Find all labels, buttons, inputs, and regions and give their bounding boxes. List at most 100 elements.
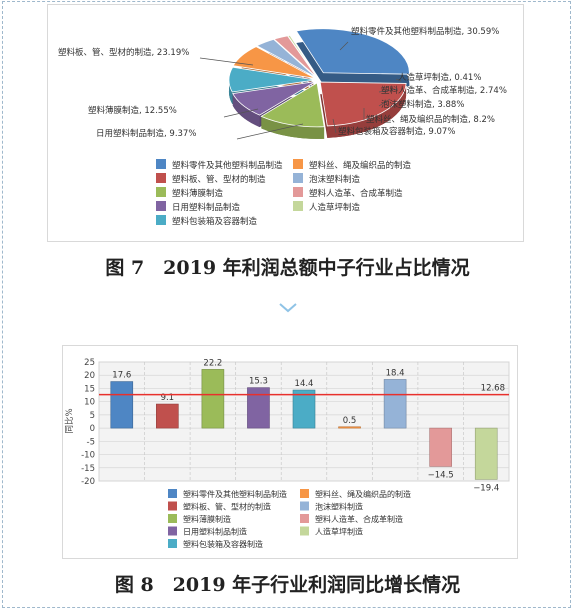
y-tick-label: 5 <box>90 411 95 421</box>
bar-value-label: 0.5 <box>343 416 357 426</box>
legend-label: 泡沫塑料制造 <box>315 502 363 512</box>
y-tick-label: -15 <box>81 464 95 474</box>
legend-swatch <box>168 539 177 548</box>
legend-swatch <box>300 501 309 511</box>
legend-swatch <box>168 489 177 498</box>
pie-slice-label: 塑料人造革、合成革制造, 2.74% <box>381 85 507 96</box>
legend-label: 人造草坪制造 <box>309 202 361 213</box>
bar <box>292 389 316 429</box>
legend-swatch <box>168 526 177 536</box>
chevron-down-icon <box>279 303 297 313</box>
legend-swatch <box>168 501 177 511</box>
bar-chart: 25 20 15 10 5 0 -5 -10 -15 -20 同比% 17.6 9.1 22.2 15.3 1… <box>64 358 510 549</box>
y-tick-label: -10 <box>81 451 95 461</box>
pie-slice <box>232 46 316 79</box>
bar-value-label: 22.2 <box>203 358 222 368</box>
legend-swatch <box>156 187 166 197</box>
pie-slice-label: 塑料薄膜制造, 12.55% <box>88 105 177 116</box>
legend-swatch <box>156 215 166 225</box>
bar <box>156 403 179 429</box>
pie-slice-rim <box>229 79 233 104</box>
legend-label: 塑料包装箱及容器制造 <box>172 216 258 227</box>
bar <box>110 381 134 429</box>
legend-label: 塑料人造革、合成革制造 <box>315 514 403 524</box>
legend-label: 塑料丝、绳及编织品的制造 <box>315 489 411 499</box>
y-tick-label: -20 <box>81 477 95 487</box>
legend-label: 日用塑料制品制造 <box>183 527 247 537</box>
bar-value-label: 17.6 <box>112 371 131 381</box>
pie-slice <box>260 82 325 128</box>
legend-label: 塑料零件及其他塑料制品制造 <box>172 160 283 171</box>
pie-slice-rim <box>232 93 260 128</box>
legend-swatch <box>300 514 309 523</box>
y-tick-label: 10 <box>84 398 95 408</box>
bar-chart-panel: 25 20 15 10 5 0 -5 -10 -15 -20 同比% 17.6 9.1 22.2 15.3 1… <box>62 345 518 559</box>
bar-value-label: 14.4 <box>295 379 314 389</box>
pie-slice-label: 塑料板、管、型材的制造, 23.19% <box>58 47 189 58</box>
bar-value-label: 9.1 <box>161 393 175 403</box>
pie-slice-label: 日用塑料制品制造, 9.37% <box>96 128 196 139</box>
legend-label: 泡沫塑料制造 <box>309 174 361 185</box>
pie-leader-line <box>378 98 391 107</box>
pie-slice-label: 塑料包装箱及容器制造, 9.07% <box>338 126 455 137</box>
pie-slice-label: 人造草坪制造, 0.41% <box>398 72 481 83</box>
pie-chart: 塑料零件及其他塑料制品制造, 30.59% 塑料板、管、型材的制造, 23.19%… <box>58 26 507 227</box>
legend-label: 塑料板、管、型材的制造 <box>172 174 266 185</box>
bar <box>383 379 407 429</box>
legend-label: 人造草坪制造 <box>315 527 363 537</box>
bar <box>201 369 225 429</box>
bar <box>474 427 498 480</box>
legend-label: 塑料人造革、合成革制造 <box>309 188 403 199</box>
legend-swatch <box>293 201 303 211</box>
pie-leader-line <box>332 118 337 134</box>
pie-chart-panel: 塑料零件及其他塑料制品制造, 30.59% 塑料板、管、型材的制造, 23.19%… <box>47 4 524 242</box>
y-tick-label: 20 <box>84 371 95 381</box>
pie-leader-line <box>236 123 304 140</box>
legend-label: 日用塑料制品制造 <box>172 202 241 213</box>
pie-slice <box>232 81 316 116</box>
y-tick-label: 0 <box>90 424 95 434</box>
y-tick-label: 15 <box>84 384 95 394</box>
pie-leader-line <box>199 57 254 66</box>
pie-leader-line <box>339 41 349 51</box>
bar-value-label: −14.5 <box>428 470 454 480</box>
legend-swatch <box>300 489 309 498</box>
legend-swatch <box>293 173 303 183</box>
pie-leader-line <box>223 108 259 118</box>
bar-value-label: −19.4 <box>473 483 499 493</box>
pie-slice <box>319 81 407 127</box>
y-axis-label: 同比% <box>64 408 75 433</box>
pie-slice <box>295 28 410 75</box>
legend-swatch <box>168 514 177 523</box>
bar <box>338 426 361 429</box>
y-tick-label: 25 <box>84 358 95 368</box>
bar <box>247 387 270 429</box>
legend-label: 塑料包装箱及容器制造 <box>183 539 263 549</box>
pie-slice-label: 泡沫塑料制造, 3.88% <box>381 99 464 110</box>
reference-line-label: 12.68 <box>481 384 505 394</box>
bar-value-label: 15.3 <box>249 377 268 387</box>
legend-label: 塑料薄膜制造 <box>183 514 231 524</box>
figure-8-caption: 图 8 2019 年子行业利润同比增长情况 <box>114 574 461 596</box>
bar <box>429 427 452 467</box>
pie-slice-label: 塑料零件及其他塑料制品制造, 30.59% <box>351 26 499 37</box>
legend-label: 塑料丝、绳及编织品的制造 <box>309 160 412 171</box>
y-tick-label: -5 <box>87 437 95 447</box>
legend-swatch <box>293 159 303 169</box>
legend-swatch <box>156 173 166 183</box>
legend-swatch <box>156 201 166 211</box>
figure-7-caption: 图 7 2019 年利润总额中子行业占比情况 <box>105 257 470 279</box>
pie-leader-line <box>395 78 402 82</box>
legend-swatch <box>156 159 166 169</box>
legend-swatch <box>293 187 303 197</box>
pie-slice <box>228 66 316 93</box>
pie-leader-line <box>378 88 399 93</box>
legend-label: 塑料零件及其他塑料制品制造 <box>183 489 287 499</box>
legend-swatch <box>300 526 309 536</box>
pie-slice <box>287 34 318 78</box>
pie-slice <box>255 38 317 78</box>
legend-label: 塑料板、管、型材的制造 <box>183 502 271 512</box>
legend-label: 塑料薄膜制造 <box>172 188 224 199</box>
bar-value-label: 18.4 <box>386 368 405 378</box>
